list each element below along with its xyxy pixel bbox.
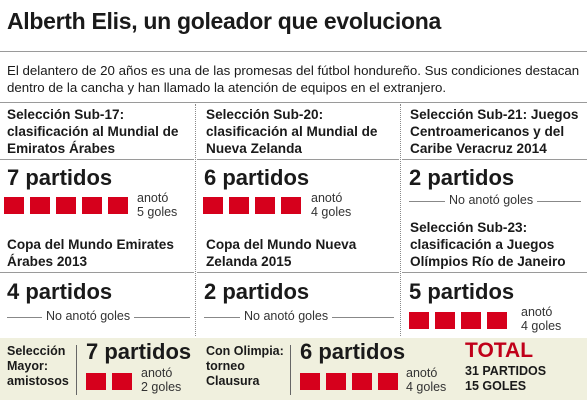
mayor-matches: 7 partidos [86, 339, 192, 364]
sub17-goals-note: anotó 5 goles [137, 191, 178, 219]
goal-square [300, 373, 320, 390]
goal-square [56, 197, 76, 214]
sub20-matches: 6 partidos [204, 165, 310, 190]
wc2015-no-goals: No anotó goles [240, 309, 333, 323]
goal-square [352, 373, 372, 390]
goal-square [461, 312, 481, 329]
goal-square [108, 197, 128, 214]
sub20-heading: Selección Sub-20: clasificación al Mundi… [206, 107, 378, 156]
intro-text: El delantero de 20 años es una de las pr… [7, 63, 580, 95]
goal-square [435, 312, 455, 329]
goal-square [255, 197, 275, 214]
sub23-goal-squares [409, 312, 513, 329]
goal-square [86, 373, 106, 390]
sub20-goal-squares [203, 197, 307, 214]
wc2013-no-goals: No anotó goles [42, 309, 135, 323]
sub23-goals-note: anotó 4 goles [521, 305, 562, 333]
wc2013-matches: 4 partidos [7, 279, 113, 304]
olimpia-goal-squares [300, 373, 404, 390]
section-divider [402, 272, 587, 273]
total-matches: 31 PARTIDOS [465, 364, 547, 378]
section-divider [197, 272, 399, 273]
column-separator [195, 104, 196, 336]
goal-square [281, 197, 301, 214]
goal-square [30, 197, 50, 214]
page-title: Alberth Elis, un goleador que evoluciona [7, 8, 442, 34]
sub17-matches: 7 partidos [7, 165, 113, 190]
goal-square [4, 197, 24, 214]
goal-square [203, 197, 223, 214]
goal-square [82, 197, 102, 214]
section-divider [0, 159, 194, 160]
sub23-matches: 5 partidos [409, 279, 515, 304]
total-goals: 15 GOLES [465, 379, 527, 393]
sub17-goal-squares [4, 197, 134, 214]
mayor-bracket [76, 345, 77, 395]
goal-square [409, 312, 429, 329]
goal-square [326, 373, 346, 390]
olimpia-label: Con Olimpia: torneo Clausura [206, 344, 284, 388]
goal-square [378, 373, 398, 390]
mayor-goals-note: anotó 2 goles [141, 366, 182, 394]
sub21-matches: 2 partidos [409, 165, 515, 190]
goal-square [487, 312, 507, 329]
olimpia-matches: 6 partidos [300, 339, 406, 364]
mayor-goal-squares [86, 373, 138, 390]
sub23-heading: Selección Sub-23: clasificación a Juegos… [410, 220, 566, 269]
sub21-no-goals: No anotó goles [445, 193, 538, 207]
wc2013-heading: Copa del Mundo Emirates Árabes 2013 [7, 237, 174, 269]
olimpia-bracket [290, 345, 291, 395]
sub21-heading: Selección Sub-21: Juegos Centroamericano… [410, 107, 579, 156]
column-separator [400, 104, 401, 336]
section-divider [197, 159, 399, 160]
olimpia-goals-note: anotó 4 goles [406, 366, 447, 394]
sub20-goals-note: anotó 4 goles [311, 191, 352, 219]
sub17-heading: Selección Sub-17: clasificación al Mundi… [7, 107, 179, 156]
section-divider [402, 159, 587, 160]
wc2015-heading: Copa del Mundo Nueva Zelanda 2015 [206, 237, 357, 269]
total-label: TOTAL [465, 339, 534, 362]
wc2015-matches: 2 partidos [204, 279, 310, 304]
section-divider [0, 272, 194, 273]
mayor-label: Selección Mayor: amistosos [7, 344, 69, 388]
title-divider [0, 51, 587, 52]
goal-square [112, 373, 132, 390]
goal-square [229, 197, 249, 214]
intro-divider [0, 102, 587, 103]
